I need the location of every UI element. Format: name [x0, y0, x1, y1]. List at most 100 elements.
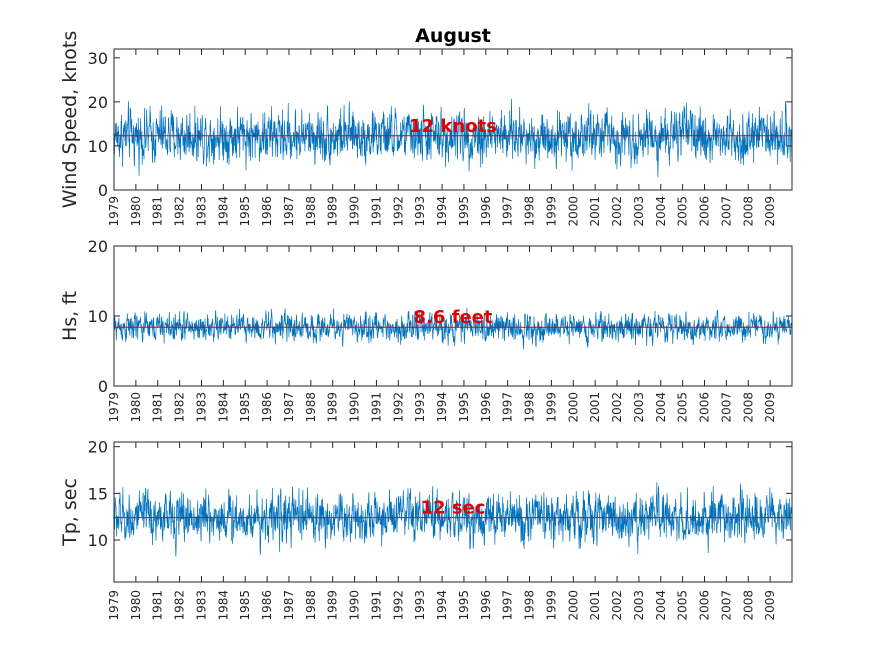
x-tick-label: 1999 [544, 196, 558, 227]
x-tick-label: 1980 [129, 392, 143, 423]
x-tick-label: 1983 [194, 590, 208, 621]
y-axis-label: Tp, sec [59, 478, 81, 547]
x-tick-label: 1989 [326, 196, 340, 227]
x-tick-label: 2003 [632, 392, 646, 423]
x-tick-label: 1997 [501, 196, 515, 227]
x-tick-label: 1989 [326, 590, 340, 621]
x-tick-label: 2007 [719, 392, 733, 423]
reference-label: 12 knots [409, 116, 497, 137]
x-tick-label: 2006 [698, 196, 712, 227]
x-tick-label: 1983 [194, 196, 208, 227]
x-tick-label: 2005 [676, 392, 690, 423]
x-tick-label: 2001 [588, 590, 602, 621]
x-tick-label: 1982 [173, 196, 187, 227]
y-tick-label: 20 [88, 93, 108, 112]
x-tick-label: 2008 [741, 392, 755, 423]
x-tick-label: 1985 [238, 196, 252, 227]
x-tick-label: 1987 [282, 392, 296, 423]
x-tick-label: 2000 [566, 590, 580, 621]
x-tick-label: 1996 [479, 590, 493, 621]
x-tick-label: 2002 [610, 196, 624, 227]
x-tick-label: 1986 [260, 196, 274, 227]
reference-label: 12 sec [421, 498, 486, 519]
x-tick-label: 1999 [544, 590, 558, 621]
x-tick-label: 1994 [435, 392, 449, 423]
x-tick-label: 1986 [260, 590, 274, 621]
x-tick-label: 1982 [173, 392, 187, 423]
series-line [114, 482, 792, 557]
x-tick-label: 1990 [348, 392, 362, 423]
y-axis-label: Hs, ft [59, 291, 81, 341]
x-tick-label: 1984 [216, 196, 230, 227]
x-tick-label: 1995 [457, 196, 471, 227]
x-tick-label: 1981 [151, 392, 165, 423]
axes-box [113, 441, 793, 583]
x-tick-label: 2001 [588, 392, 602, 423]
x-tick-label: 1988 [304, 392, 318, 423]
y-tick-label: 15 [88, 484, 108, 503]
x-tick-label: 2007 [719, 590, 733, 621]
x-tick-label: 1984 [216, 392, 230, 423]
x-tick-label: 1990 [348, 196, 362, 227]
y-tick-label: 0 [98, 181, 108, 200]
y-axis-label: Wind Speed, knots [59, 31, 81, 208]
y-tick-label: 10 [88, 137, 108, 156]
subplot-2: 8.6 feet 0 10 20 1979 1980 1981 1982 1983 1984 198… [59, 237, 793, 423]
x-tick-label: 1979 [107, 196, 121, 227]
x-tick-label: 1981 [151, 196, 165, 227]
x-tick-label: 2009 [763, 196, 777, 227]
x-tick-label: 2000 [566, 196, 580, 227]
x-tick-label: 2007 [719, 196, 733, 227]
x-tick-label: 1999 [544, 392, 558, 423]
x-tick-label: 1989 [326, 392, 340, 423]
x-tick-label: 2004 [654, 590, 668, 621]
x-tick-label: 1991 [369, 392, 383, 423]
x-tick-label: 1987 [282, 196, 296, 227]
x-tick-label: 1979 [107, 392, 121, 423]
series-line [114, 307, 792, 350]
x-tick-label: 2001 [588, 196, 602, 227]
x-tick-label: 2009 [763, 392, 777, 423]
x-tick-label: 2002 [610, 590, 624, 621]
x-tick-label: 1987 [282, 590, 296, 621]
x-tick-label: 2005 [676, 590, 690, 621]
y-tick-label: 30 [88, 49, 108, 68]
series-line [114, 98, 792, 178]
x-tick-label: 1995 [457, 590, 471, 621]
x-tick-label: 1982 [173, 590, 187, 621]
x-tick-label: 1980 [129, 590, 143, 621]
subplot-1: 12 knots 0 10 20 30 1979 1980 1981 1982 1983 1984 1… [59, 31, 793, 227]
x-tick-label: 2002 [610, 392, 624, 423]
x-tick-label: 1996 [479, 392, 493, 423]
x-tick-label: 1988 [304, 590, 318, 621]
x-tick-label: 2009 [763, 590, 777, 621]
x-tick-label: 1981 [151, 590, 165, 621]
y-tick-label: 0 [98, 377, 108, 396]
y-tick-label: 20 [88, 438, 108, 457]
x-tick-label: 1990 [348, 590, 362, 621]
x-tick-label: 1985 [238, 392, 252, 423]
x-tick-label: 2006 [698, 392, 712, 423]
x-tick-label: 2008 [741, 196, 755, 227]
x-tick-label: 1997 [501, 392, 515, 423]
x-tick-label: 1986 [260, 392, 274, 423]
x-tick-label: 1979 [107, 590, 121, 621]
x-tick-label: 2000 [566, 392, 580, 423]
x-tick-label: 1993 [413, 392, 427, 423]
x-tick-label: 1988 [304, 196, 318, 227]
x-tick-label: 1998 [523, 590, 537, 621]
x-tick-label: 2006 [698, 590, 712, 621]
x-tick-label: 1998 [523, 392, 537, 423]
chart-title: August [415, 25, 491, 47]
x-tick-label: 1995 [457, 392, 471, 423]
x-tick-label: 1994 [435, 196, 449, 227]
x-tick-label: 1992 [391, 196, 405, 227]
x-tick-label: 1991 [369, 196, 383, 227]
x-tick-label: 1992 [391, 392, 405, 423]
x-tick-label: 1980 [129, 196, 143, 227]
reference-label: 8.6 feet [413, 307, 492, 328]
axes-box [113, 48, 793, 191]
y-tick-label: 10 [88, 307, 108, 326]
x-tick-label: 1991 [369, 590, 383, 621]
